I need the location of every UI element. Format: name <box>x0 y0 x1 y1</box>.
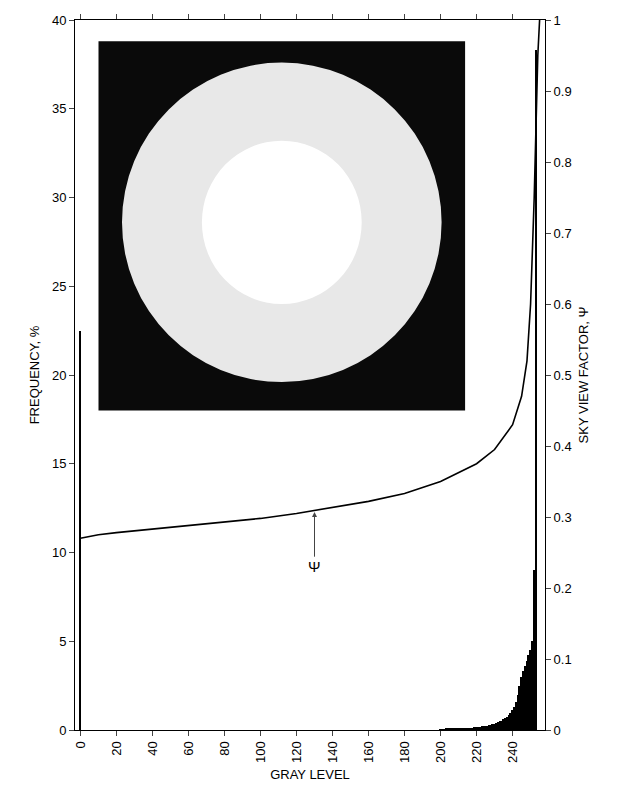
svg-text:25: 25 <box>52 279 66 294</box>
svg-text:15: 15 <box>52 456 66 471</box>
svg-text:160: 160 <box>361 741 376 763</box>
svg-text:200: 200 <box>433 741 448 763</box>
svg-text:35: 35 <box>52 101 66 116</box>
svg-text:0.7: 0.7 <box>554 226 572 241</box>
svg-text:FREQUENCY, %: FREQUENCY, % <box>27 325 42 424</box>
svg-text:30: 30 <box>52 190 66 205</box>
svg-text:40: 40 <box>145 741 160 755</box>
svg-text:120: 120 <box>289 741 304 763</box>
svg-text:0.3: 0.3 <box>554 510 572 525</box>
svg-text:0.2: 0.2 <box>554 581 572 596</box>
svg-text:0: 0 <box>554 723 561 738</box>
svg-text:60: 60 <box>181 741 196 755</box>
svg-text:100: 100 <box>253 741 268 763</box>
svg-text:20: 20 <box>52 368 66 383</box>
svg-text:0.9: 0.9 <box>554 84 572 99</box>
svg-text:GRAY LEVEL: GRAY LEVEL <box>270 767 350 782</box>
svg-text:0: 0 <box>73 741 88 748</box>
svg-text:140: 140 <box>325 741 340 763</box>
svg-text:220: 220 <box>469 741 484 763</box>
svg-text:0.8: 0.8 <box>554 155 572 170</box>
svg-text:0.1: 0.1 <box>554 652 572 667</box>
svg-text:0: 0 <box>59 723 66 738</box>
svg-text:0.5: 0.5 <box>554 368 572 383</box>
svg-text:180: 180 <box>397 741 412 763</box>
svg-text:Ψ: Ψ <box>308 558 321 575</box>
svg-text:240: 240 <box>505 741 520 763</box>
svg-text:20: 20 <box>109 741 124 755</box>
svg-text:1: 1 <box>554 13 561 28</box>
svg-text:0.6: 0.6 <box>554 297 572 312</box>
svg-text:0.4: 0.4 <box>554 439 572 454</box>
svg-text:80: 80 <box>217 741 232 755</box>
svg-text:10: 10 <box>52 545 66 560</box>
svg-text:SKY VIEW FACTOR, Ψ: SKY VIEW FACTOR, Ψ <box>576 307 591 444</box>
svg-text:40: 40 <box>52 13 66 28</box>
svg-text:5: 5 <box>59 634 66 649</box>
